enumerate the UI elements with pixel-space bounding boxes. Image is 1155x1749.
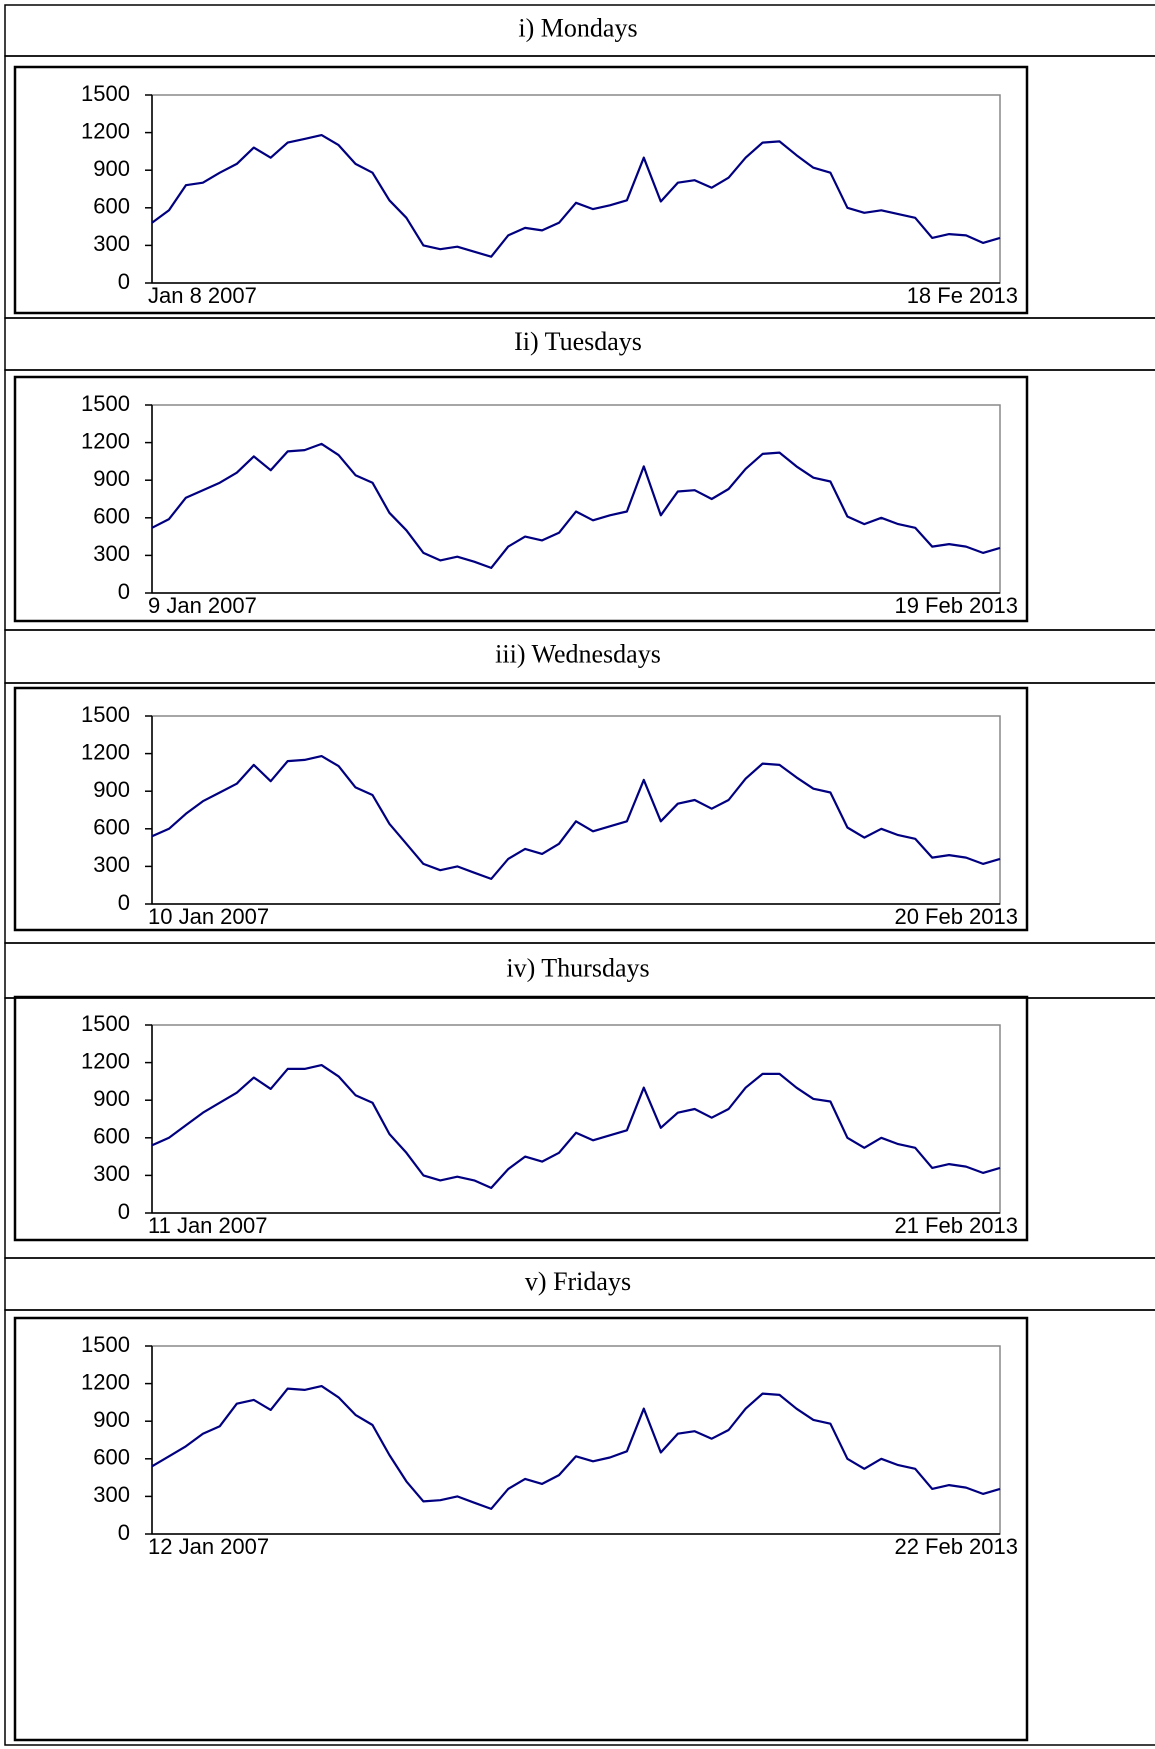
y-tick-label: 600 xyxy=(93,1445,130,1470)
x-tick-label: 19 Feb 2013 xyxy=(894,593,1018,618)
y-tick-label: 1500 xyxy=(81,391,130,416)
y-tick-label: 600 xyxy=(93,194,130,219)
plot-area xyxy=(151,94,1001,284)
x-tick-label: 10 Jan 2007 xyxy=(148,904,269,929)
y-tick-label: 900 xyxy=(93,1086,130,1111)
chart-title: v) Fridays xyxy=(525,1267,631,1296)
y-tick-label: 300 xyxy=(93,231,130,256)
y-tick-label: 1500 xyxy=(81,81,130,106)
x-tick-label: 9 Jan 2007 xyxy=(148,593,257,618)
x-tick-label: 20 Feb 2013 xyxy=(894,904,1018,929)
chart-cell xyxy=(4,369,1155,631)
y-tick-label: 900 xyxy=(93,777,130,802)
plot-area xyxy=(151,1024,1001,1214)
chart-frame xyxy=(13,375,1029,623)
data-line xyxy=(151,1385,1001,1510)
x-tick-label: 11 Jan 2007 xyxy=(148,1213,267,1238)
chart-frame xyxy=(13,686,1029,932)
chart-cell xyxy=(4,1309,1155,1746)
chart-title: iv) Thursdays xyxy=(506,953,649,982)
x-tick-label: 22 Feb 2013 xyxy=(894,1534,1018,1559)
y-tick-label: 1500 xyxy=(81,702,130,727)
chart-frame xyxy=(13,65,1029,315)
y-tick-label: 1200 xyxy=(81,739,130,764)
x-tick-label: 12 Jan 2007 xyxy=(148,1534,269,1559)
plot-area xyxy=(151,1345,1001,1535)
plot-area xyxy=(151,404,1001,594)
data-line xyxy=(151,442,1001,569)
y-tick-label: 0 xyxy=(118,1199,130,1224)
y-tick-label: 0 xyxy=(118,890,130,915)
y-tick-label: 900 xyxy=(93,1407,130,1432)
y-tick-label: 600 xyxy=(93,504,130,529)
y-tick-label: 300 xyxy=(93,541,130,566)
chart-title: Ii) Tuesdays xyxy=(514,327,642,356)
y-tick-label: 1200 xyxy=(81,1369,130,1394)
y-tick-label: 1500 xyxy=(81,1011,130,1036)
chart-frame xyxy=(13,995,1029,1242)
chart-title: i) Mondays xyxy=(518,13,637,42)
y-tick-label: 1500 xyxy=(81,1332,130,1357)
x-tick-label: 18 Fe 2013 xyxy=(907,283,1018,308)
y-tick-label: 1200 xyxy=(81,428,130,453)
y-tick-label: 1200 xyxy=(81,118,130,143)
data-line xyxy=(151,1064,1001,1189)
x-tick-label: 21 Feb 2013 xyxy=(894,1213,1018,1238)
y-tick-label: 1200 xyxy=(81,1048,130,1073)
data-line xyxy=(151,134,1001,258)
y-tick-label: 300 xyxy=(93,1161,130,1186)
y-tick-label: 600 xyxy=(93,815,130,840)
y-tick-label: 0 xyxy=(118,1520,130,1545)
y-tick-label: 900 xyxy=(93,466,130,491)
chart-frame xyxy=(13,1316,1029,1742)
y-tick-label: 600 xyxy=(93,1124,130,1149)
x-tick-label: Jan 8 2007 xyxy=(148,283,257,308)
y-tick-label: 300 xyxy=(93,1482,130,1507)
y-tick-label: 0 xyxy=(118,579,130,604)
y-tick-label: 300 xyxy=(93,852,130,877)
plot-area xyxy=(151,715,1001,905)
y-tick-label: 0 xyxy=(118,269,130,294)
data-line xyxy=(151,755,1001,880)
chart-title: iii) Wednesdays xyxy=(495,639,661,668)
y-tick-label: 900 xyxy=(93,156,130,181)
